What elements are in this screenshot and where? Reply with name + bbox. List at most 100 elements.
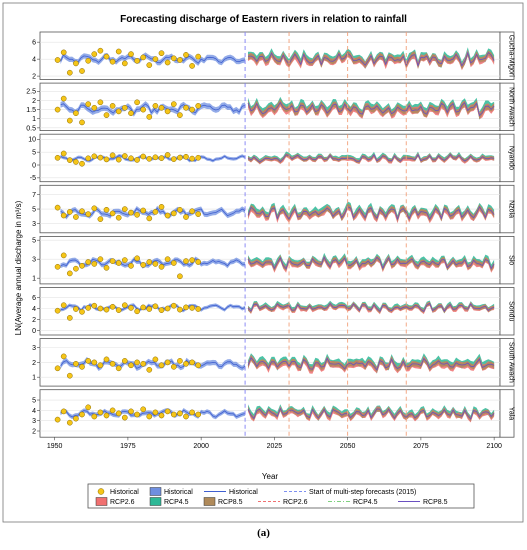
historical-point [103, 206, 110, 213]
y-tick-label: 10 [28, 137, 36, 144]
y-tick-label: 5 [32, 238, 36, 245]
historical-point [79, 119, 85, 126]
historical-point [60, 408, 67, 415]
legend-label: RCP2.6 [283, 499, 308, 506]
historical-point [177, 273, 183, 280]
historical-point [170, 156, 177, 162]
y-tick-label: 3 [32, 221, 36, 228]
legend-item: RCP8.5 [203, 497, 243, 506]
legend-item: Start of multi-step forecasts (2015) [284, 489, 416, 496]
y-axis-label: LN(Average annual discharge in m³/s) [14, 200, 23, 335]
historical-point [189, 409, 195, 416]
historical-point [115, 260, 122, 266]
historical-point [177, 206, 183, 213]
historical-point [195, 362, 202, 369]
historical-point [146, 306, 153, 312]
legend-item: RCP2.6 [258, 499, 308, 506]
legend-symbol [95, 497, 108, 506]
historical-point [54, 204, 61, 211]
historical-point [195, 154, 202, 161]
historical-point [140, 360, 147, 367]
historical-point [60, 353, 67, 360]
historical-point [60, 212, 67, 219]
panel-plot [54, 150, 495, 167]
historical-point [183, 304, 189, 311]
historical-point [140, 153, 147, 160]
historical-point [158, 155, 165, 161]
y-tick-label: 5 [32, 150, 36, 157]
y-tick-label: 6 [32, 40, 36, 47]
historical-point [177, 306, 183, 313]
y-tick-label: 3 [32, 418, 36, 425]
historical-point [54, 106, 61, 113]
historical-point [97, 256, 104, 263]
historical-line [60, 409, 246, 418]
legend-label: RCP2.6 [110, 499, 135, 506]
y-tick-label: 0.5 [26, 125, 36, 132]
panel-label: South Awach [508, 342, 515, 383]
historical-point [60, 302, 67, 309]
historical-point [66, 270, 73, 277]
rcp85-band [248, 255, 495, 272]
historical-point [121, 60, 128, 67]
historical-band [60, 100, 246, 117]
historical-point [158, 104, 165, 111]
panel-plot [54, 404, 495, 426]
legend-label: Historical [110, 489, 139, 496]
y-tick-label: 7 [32, 192, 36, 199]
rcp85-line [247, 357, 495, 371]
historical-point [85, 358, 92, 364]
panel-label: Yala [508, 407, 515, 421]
historical-point [54, 307, 61, 314]
historical-point [97, 216, 104, 222]
historical-point [183, 413, 189, 420]
historical-point [109, 407, 116, 414]
historical-point [177, 358, 183, 364]
historical-point [146, 259, 153, 265]
historical-point [66, 315, 73, 321]
historical-point [140, 207, 147, 214]
legend-symbol [97, 488, 105, 495]
historical-point [103, 53, 110, 60]
historical-point [134, 411, 140, 418]
historical-point [60, 150, 67, 157]
y-tick-label: 1 [32, 276, 36, 283]
panel-strip [499, 82, 515, 131]
historical-point [195, 306, 202, 312]
historical-point [177, 410, 183, 417]
historical-point [121, 104, 128, 111]
legend-symbol [203, 497, 216, 506]
historical-point [140, 304, 147, 311]
historical-point [189, 359, 195, 366]
historical-point [170, 210, 177, 217]
figure-caption: (a) [257, 527, 270, 539]
historical-point [189, 63, 195, 69]
y-tick-label: 1 [32, 375, 36, 382]
historical-point [164, 256, 171, 263]
panels-area: Gucha-Migori 2 4 6 North Awach 0.5 1 1.5 2 2.5 Nya… [26, 31, 515, 438]
historical-point [128, 155, 134, 162]
x-axis: 1950 1975 2000 2025 2050 2075 2100 [47, 437, 502, 450]
historical-point [91, 51, 98, 57]
legend-label: RCP4.5 [164, 499, 189, 506]
x-tick-label: 1975 [120, 443, 136, 450]
historical-point [66, 69, 73, 76]
historical-point [183, 52, 189, 58]
panel-nzoia: Nzoia 3 5 7 [32, 184, 515, 234]
legend-box [87, 483, 475, 509]
historical-point [152, 103, 159, 109]
historical-point [158, 307, 165, 313]
panel-strip [499, 287, 515, 336]
historical-line [60, 103, 246, 115]
legend-label: Historical [229, 489, 258, 496]
historical-point [189, 208, 195, 215]
y-tick-label: 6 [32, 295, 36, 302]
historical-point [91, 413, 98, 420]
x-tick-label: 1950 [47, 443, 63, 450]
rcp85-band [248, 50, 495, 70]
historical-point [109, 258, 116, 264]
historical-point [79, 308, 85, 315]
y-tick-label: 5 [32, 206, 36, 213]
historical-point [164, 152, 171, 158]
panel-label: Sio [508, 255, 515, 265]
